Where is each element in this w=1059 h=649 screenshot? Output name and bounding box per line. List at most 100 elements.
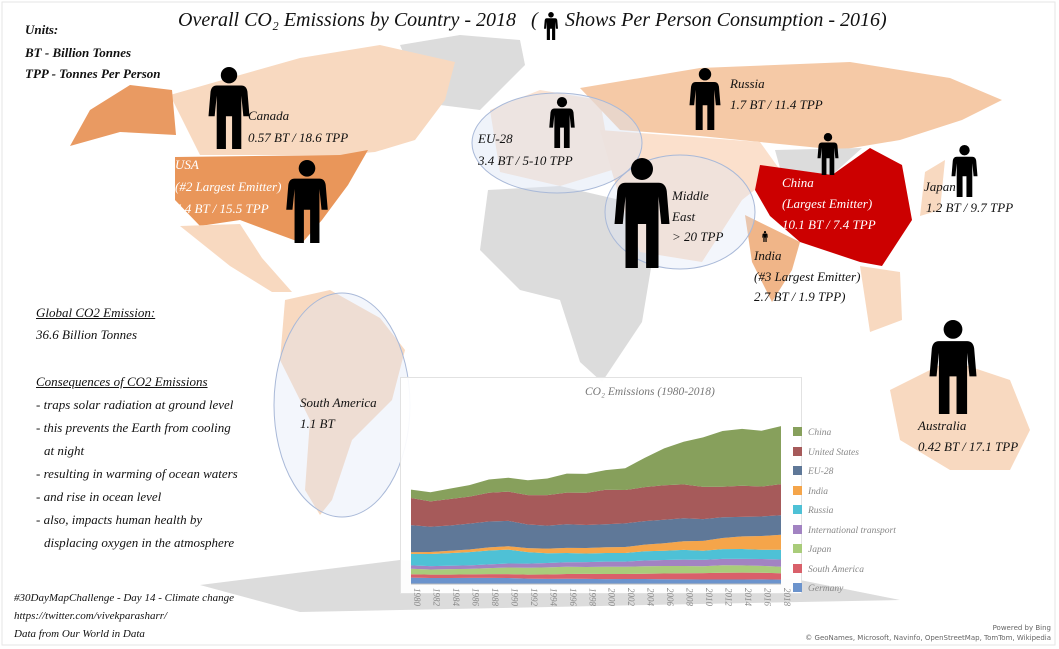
area-series-south-america[interactable] (411, 572, 781, 580)
area-series-china[interactable] (411, 426, 781, 502)
x-tick-label: 2014 (743, 588, 753, 607)
subtitle-open-paren: ( (531, 9, 538, 31)
japan-value: 1.2 BT / 9.7 TPP (926, 200, 1014, 215)
usa-value: 5.4 BT / 15.5 TPP (175, 201, 269, 216)
legend-label: United States (808, 447, 859, 458)
x-tick-label: 2010 (704, 588, 714, 607)
x-tick-label: 1988 (490, 588, 500, 607)
australia-name: Australia (918, 418, 967, 433)
x-tick-label: 2002 (626, 588, 636, 607)
legend-label: EU-28 (808, 467, 834, 477)
x-tick-label: 1982 (431, 588, 441, 607)
legend-item[interactable]: South America (793, 563, 865, 576)
map-title: Overall CO₂ Emissions by Country - 2018 (178, 9, 517, 31)
chart-title: CO₂ Emissions (1980-2018) (585, 386, 715, 398)
x-tick-label: 2018 (782, 588, 792, 607)
russia-name: Russia (730, 76, 765, 91)
x-tick-label: 1980 (412, 588, 422, 607)
china-value: 10.1 BT / 7.4 TPP (782, 217, 876, 232)
units-bt: BT - Billion Tonnes (25, 45, 132, 60)
australia (890, 360, 1030, 470)
legend-item[interactable]: India (793, 485, 829, 498)
x-tick-label: 1992 (529, 588, 539, 607)
legend-item[interactable]: International transport (793, 524, 896, 537)
footer-source: Data from Our World in Data (14, 628, 145, 640)
china-rank: (Largest Emitter) (782, 196, 873, 211)
mexico (180, 224, 292, 292)
legend-item[interactable]: United States (793, 446, 859, 459)
china-name: China (782, 175, 814, 190)
russia (580, 62, 1002, 150)
africa (480, 186, 652, 382)
x-tick-label: 1986 (470, 588, 480, 607)
japan-name: Japan (924, 179, 956, 194)
russia-value: 1.7 BT / 11.4 TPP (730, 97, 823, 112)
legend-swatch (793, 485, 802, 495)
x-tick-label: 1990 (509, 588, 519, 607)
south-america-name: South America (300, 395, 377, 410)
x-tick-label: 2000 (607, 588, 617, 607)
consequence-item: - this prevents the Earth from cooling (36, 420, 231, 435)
india-name: India (754, 248, 782, 263)
usa-name: USA (175, 157, 199, 172)
footer-link[interactable]: https://twitter.com/vivekparasharr/ (14, 610, 168, 622)
middle-east-name-2: East (672, 209, 696, 224)
x-tick-label: 1984 (451, 588, 461, 607)
footer-challenge: #30DayMapChallenge - Day 14 - Climate ch… (14, 592, 234, 604)
consequences-heading: Consequences of CO2 Emissions (36, 374, 208, 389)
europe (490, 90, 612, 186)
south-america (280, 290, 405, 515)
x-tick-label: 1994 (548, 588, 558, 607)
legend-item[interactable]: Russia (793, 505, 833, 517)
global-emission-heading: Global CO2 Emission: (36, 305, 156, 320)
eu-name: EU-28 (478, 131, 513, 146)
global-emission-value: 36.6 Billion Tonnes (36, 327, 138, 342)
legend-label: Japan (808, 545, 832, 555)
x-tick-label: 2016 (763, 588, 773, 607)
legend-item[interactable]: China (793, 427, 831, 439)
australia-value: 0.42 BT / 17.1 TPP (918, 439, 1019, 454)
area-series-japan[interactable] (411, 565, 781, 575)
legend-swatch (793, 583, 802, 592)
legend-item[interactable]: Japan (793, 544, 831, 556)
middle-east-name-1: Middle (672, 188, 709, 203)
middle-east-value: > 20 TPP (672, 229, 724, 244)
legend-swatch (793, 524, 802, 534)
legend-label: Russia (808, 506, 834, 516)
area-series-russia[interactable] (411, 549, 781, 567)
legend-item[interactable]: Germany (793, 583, 843, 595)
consequence-item: at night (44, 443, 85, 458)
consequence-item: - resulting in warming of ocean waters (36, 466, 238, 481)
area-series-germany[interactable] (411, 577, 781, 584)
x-tick-label: 1998 (587, 588, 597, 607)
canada-name: Canada (248, 108, 290, 123)
legend-swatch (793, 446, 802, 456)
area-series-united-states[interactable] (411, 484, 781, 527)
area-series-international-transport[interactable] (411, 558, 781, 570)
legend-swatch (793, 466, 802, 475)
legend-label: Germany (808, 584, 844, 594)
legend-label: India (808, 486, 829, 497)
legend-label: South America (808, 564, 865, 575)
area-series-eu-28[interactable] (411, 515, 781, 553)
legend-swatch (793, 563, 802, 573)
legend-swatch (793, 505, 802, 514)
legend-swatch (793, 544, 802, 553)
bing-attribution: Powered by Bing (992, 624, 1051, 632)
mongolia (775, 148, 862, 175)
south-america-value: 1.1 BT (300, 416, 335, 431)
canada-value: 0.57 BT / 18.6 TPP (248, 130, 349, 145)
consequence-item: - and rise in ocean level (36, 489, 162, 504)
x-tick-label: 2004 (646, 588, 656, 607)
india (745, 215, 800, 302)
alaska (70, 85, 176, 146)
area-series-india[interactable] (411, 534, 781, 555)
x-tick-label: 2012 (724, 588, 734, 607)
eu-value: 3.4 BT / 5-10 TPP (478, 153, 573, 168)
legend-swatch (793, 427, 802, 436)
units-heading: Units: (25, 22, 59, 37)
legend-item[interactable]: EU-28 (793, 466, 833, 478)
